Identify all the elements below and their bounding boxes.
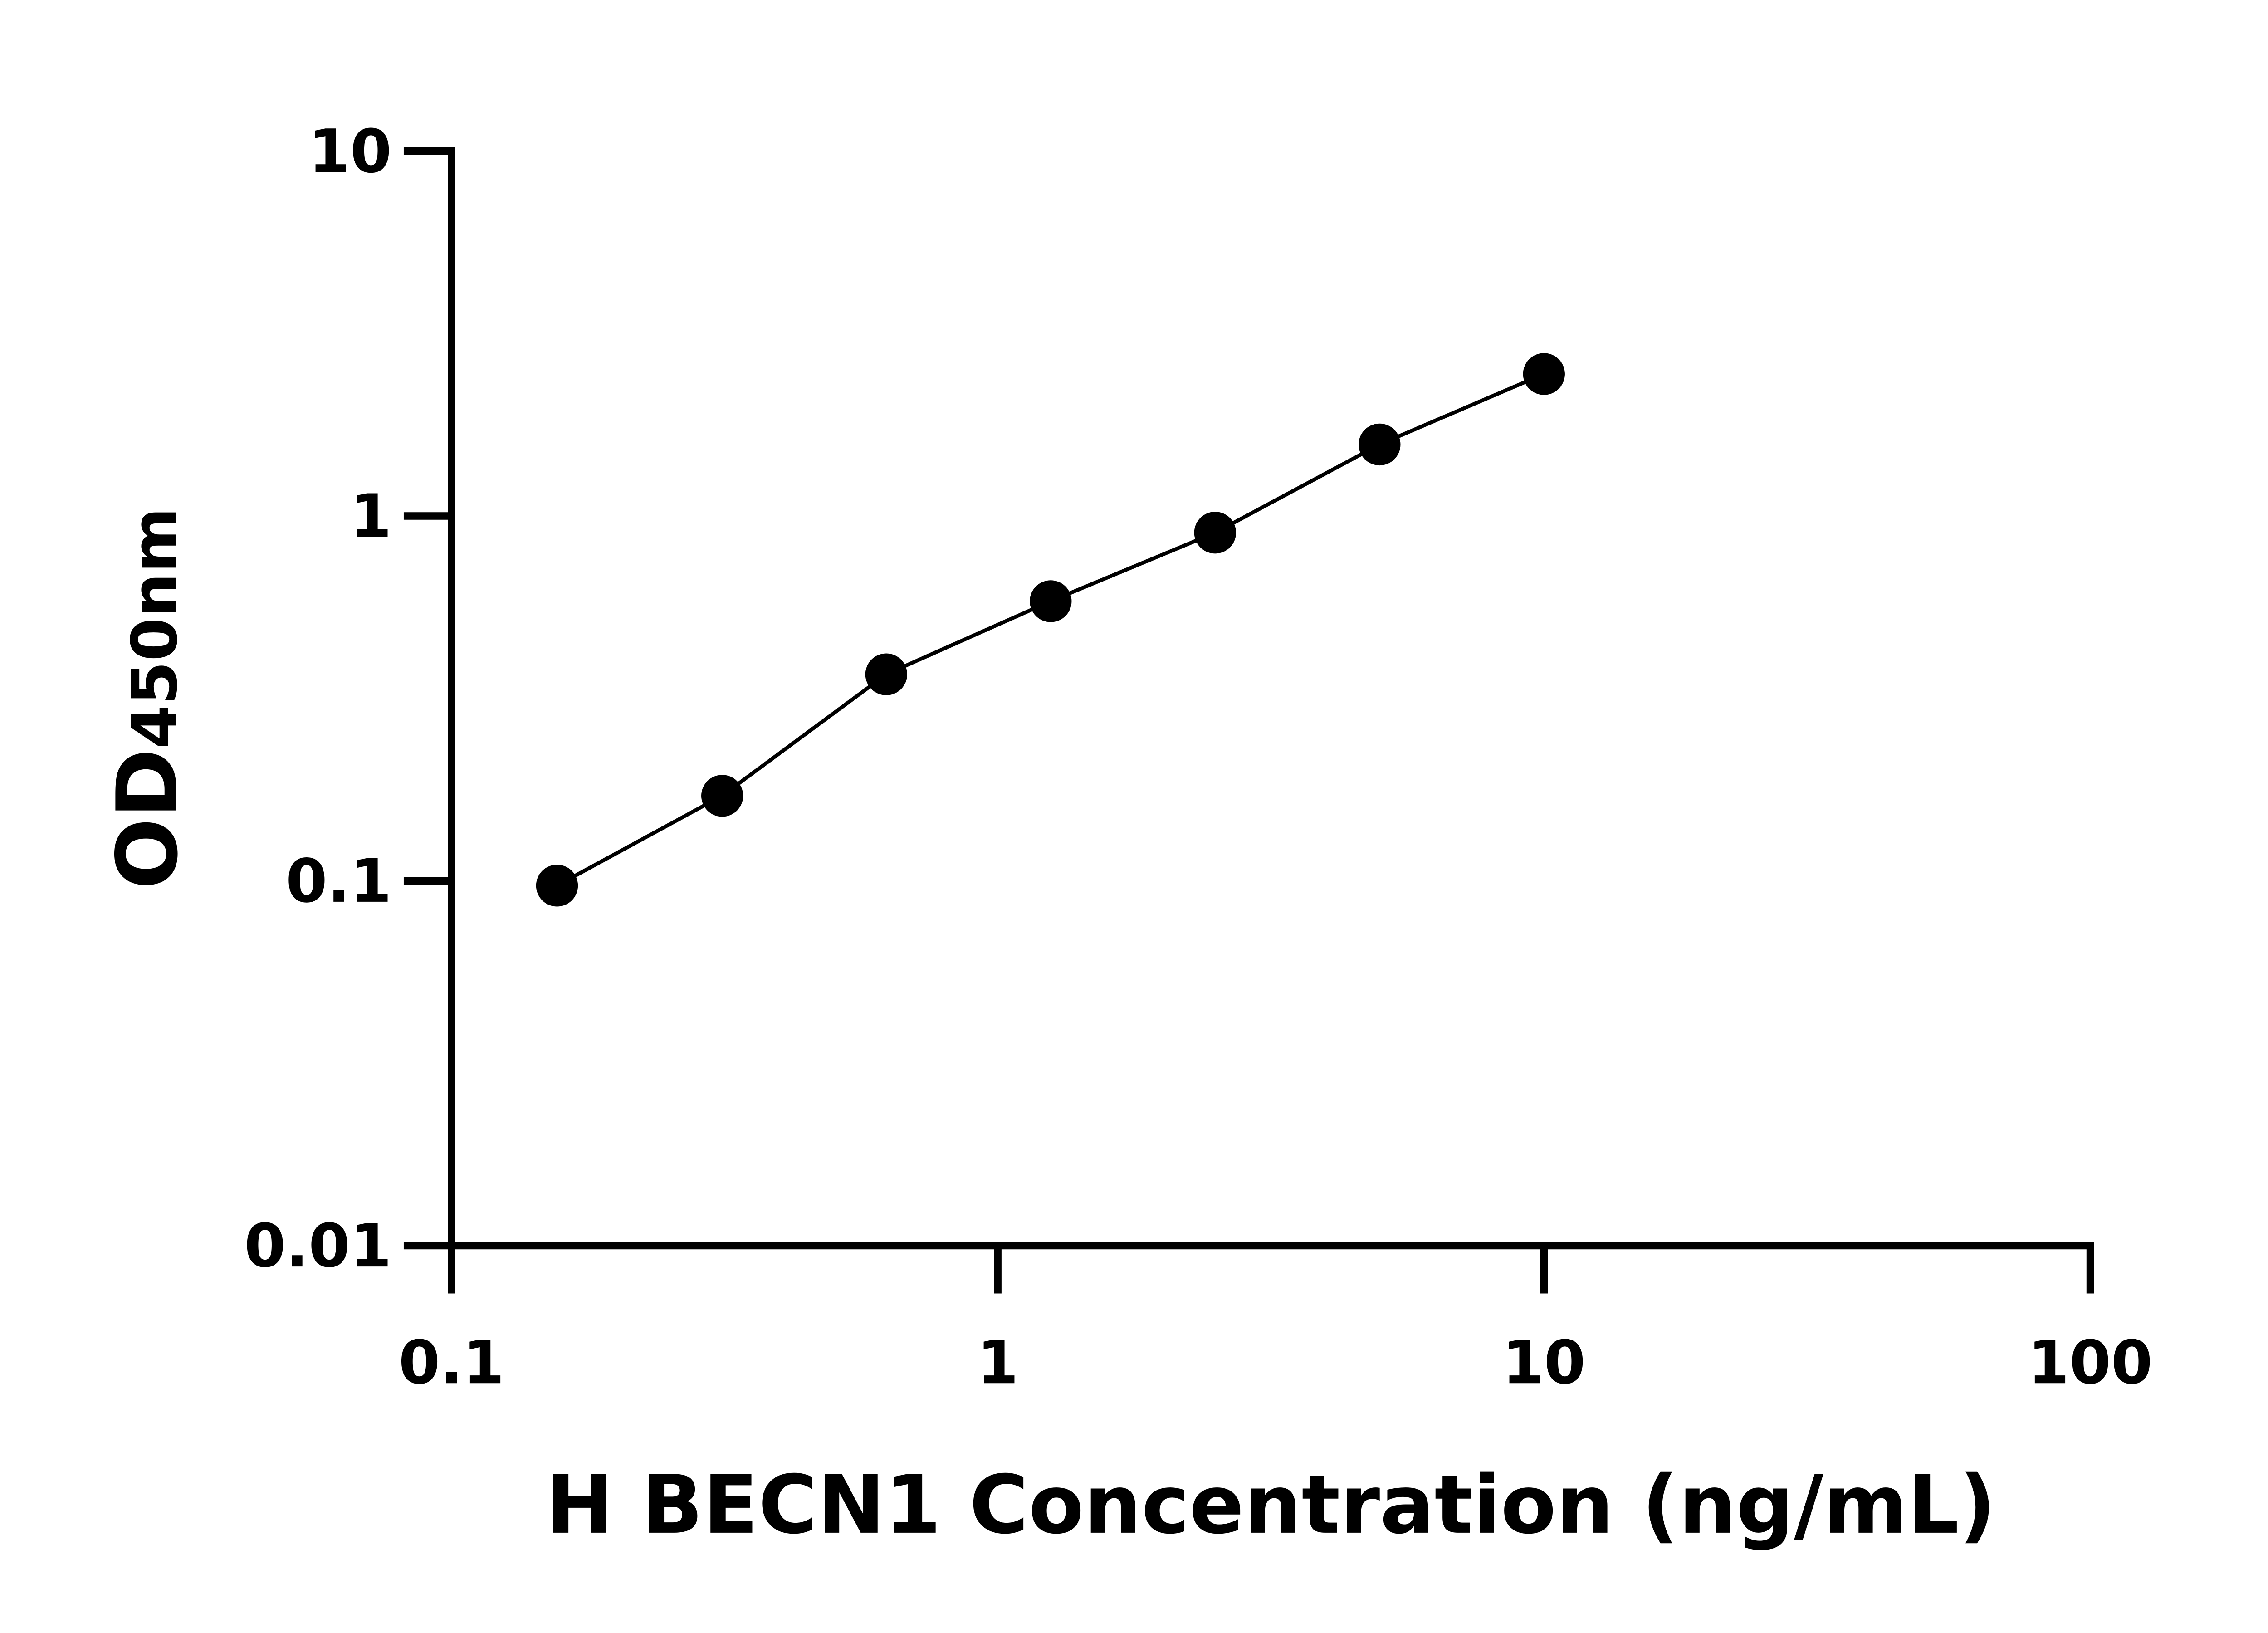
data-point (1194, 512, 1236, 554)
x-tick-label: 1 (977, 1328, 1019, 1398)
y-tick-label: 10 (308, 117, 391, 186)
data-point (1359, 423, 1401, 466)
data-point (536, 865, 578, 907)
y-tick-label: 1 (350, 482, 392, 552)
data-point (1030, 580, 1072, 622)
data-points (536, 353, 1565, 907)
axes (403, 147, 2094, 1294)
y-tick-label: 0.01 (244, 1212, 391, 1281)
x-tick-label: 0.1 (399, 1328, 505, 1398)
y-axis-label-main: OD (99, 748, 196, 889)
data-point (1523, 353, 1565, 395)
y-axis-label-sub: 450nm (118, 508, 191, 749)
x-tick-label: 100 (2028, 1328, 2152, 1398)
y-axis-label: OD450nm (99, 508, 196, 890)
x-axis-label: H BECN1 Concentration (ng/mL) (546, 1458, 1996, 1552)
x-tick-label: 10 (1502, 1328, 1585, 1398)
data-point (865, 653, 907, 695)
y-tick-label: 0.1 (286, 847, 392, 916)
data-point (701, 775, 743, 817)
